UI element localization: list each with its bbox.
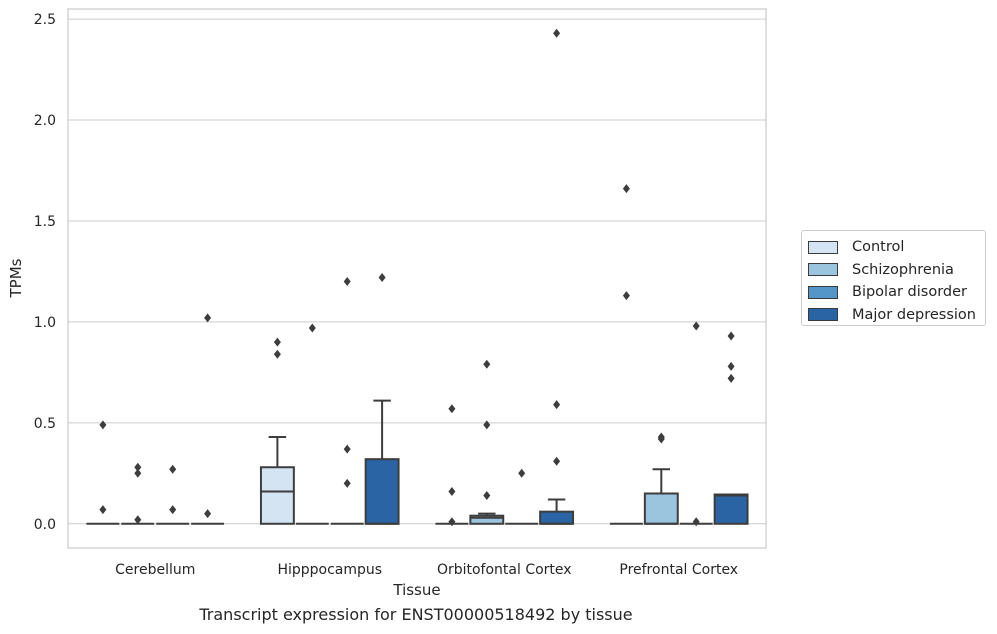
box-group <box>469 512 505 525</box>
outlier-point <box>169 505 177 515</box>
box-group <box>539 498 575 525</box>
outlier-point <box>99 420 107 430</box>
outlier-point <box>622 291 630 301</box>
y-tick-label: 0.5 <box>34 416 56 432</box>
x-axis-ticks: Cerebellum Hipppocampus Orbitofontal Corte… <box>115 562 738 578</box>
legend-swatch <box>808 240 838 254</box>
outlier-point <box>727 331 735 341</box>
legend-swatch <box>808 308 838 322</box>
outlier-point <box>134 468 142 478</box>
outlier-point <box>204 509 212 519</box>
outlier-point <box>448 404 456 414</box>
outlier-point <box>169 464 177 474</box>
outlier-point <box>378 272 386 282</box>
gridlines <box>68 18 766 525</box>
y-tick-label: 0.0 <box>34 517 56 533</box>
outlier-point <box>553 400 561 410</box>
outlier-point <box>448 486 456 496</box>
outlier-point <box>448 517 456 527</box>
legend-item: Control <box>808 236 985 259</box>
y-tick-label: 2.0 <box>34 113 56 129</box>
x-axis-title: Tissue <box>392 581 440 599</box>
outlier-point <box>622 184 630 194</box>
box-body <box>469 514 505 525</box>
box-group <box>364 399 400 525</box>
outlier-point <box>692 321 700 331</box>
x-tick-label: Orbitofontal Cortex <box>437 562 572 578</box>
outlier-point <box>343 277 351 287</box>
outlier-point <box>273 337 281 347</box>
x-tick-label: Prefrontal Cortex <box>619 562 738 578</box>
outlier-point <box>134 462 142 472</box>
outliers <box>99 28 735 527</box>
box-group <box>259 435 295 525</box>
outlier-point <box>343 478 351 488</box>
outlier-point <box>483 420 491 430</box>
box-group <box>713 493 749 525</box>
legend-item: Bipolar disorder <box>808 281 985 304</box>
legend-label: Control <box>852 239 905 256</box>
outlier-point <box>483 491 491 501</box>
legend-swatch <box>808 285 838 299</box>
legend-label: Bipolar disorder <box>852 284 967 301</box>
box-body <box>539 510 575 525</box>
legend-item: Major depression <box>808 304 985 327</box>
outlier-point <box>518 468 526 478</box>
box-body <box>259 466 295 525</box>
box-body <box>364 458 400 525</box>
x-tick-label: Cerebellum <box>115 562 195 578</box>
y-axis-ticks: 0.0 0.5 1.0 1.5 2.0 2.5 <box>34 12 56 533</box>
legend: Control Schizophrenia Bipolar disorder Majo… <box>801 230 986 326</box>
outlier-point <box>134 515 142 525</box>
plot-area-frame <box>67 8 767 549</box>
outlier-point <box>273 349 281 359</box>
y-tick-label: 1.5 <box>34 214 56 230</box>
outlier-point <box>204 313 212 323</box>
y-axis-title: TPMs <box>7 258 25 298</box>
boxes <box>86 399 749 525</box>
box-group <box>643 468 679 525</box>
legend-swatch <box>808 263 838 277</box>
chart-caption: Transcript expression for ENST0000051849… <box>199 605 633 624</box>
outlier-point <box>727 361 735 371</box>
legend-item: Schizophrenia <box>808 259 985 282</box>
x-tick-label: Hipppocampus <box>277 562 382 578</box>
y-tick-label: 1.0 <box>34 315 56 331</box>
outlier-point <box>553 28 561 38</box>
y-tick-label: 2.5 <box>34 12 56 28</box>
outlier-point <box>657 432 665 442</box>
legend-label: Major depression <box>852 306 976 323</box>
legend-label: Schizophrenia <box>852 261 954 278</box>
outlier-point <box>343 444 351 454</box>
outlier-point <box>553 456 561 466</box>
box-body <box>713 493 749 525</box>
outlier-point <box>308 323 316 333</box>
outlier-point <box>692 517 700 527</box>
outlier-point <box>483 359 491 369</box>
box-body <box>643 492 679 525</box>
outlier-point <box>99 505 107 515</box>
outlier-point <box>727 373 735 383</box>
